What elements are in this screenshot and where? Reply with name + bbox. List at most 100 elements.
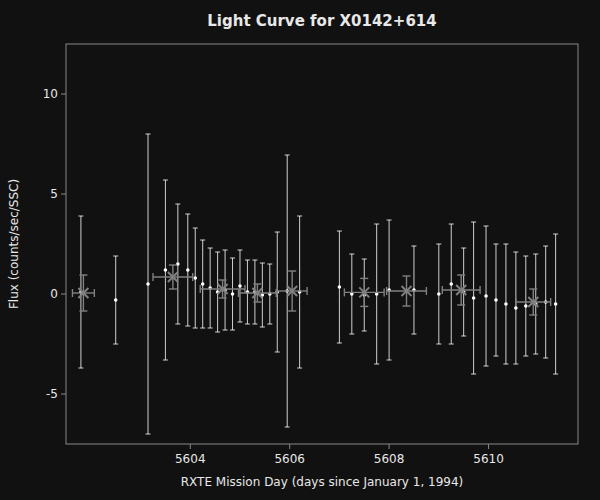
y-tick-label: -5 (46, 387, 58, 401)
x-error-bar (153, 273, 193, 281)
y-error-cap (337, 343, 342, 344)
y-error-cap (215, 332, 220, 333)
y-error-cap (362, 259, 367, 260)
point (186, 268, 190, 272)
y-error-cap (374, 364, 379, 365)
y-error-cap (436, 344, 441, 345)
y-error-cap (252, 260, 257, 261)
x-tick (289, 444, 290, 449)
point-x (528, 297, 538, 307)
point-x (287, 286, 297, 296)
y-error-cap (223, 330, 228, 331)
y-error-bar (185, 214, 190, 326)
y-error-cap (146, 134, 151, 135)
series-0 (78, 134, 558, 434)
x-error-bar (238, 289, 276, 297)
y-error-bar (503, 244, 508, 364)
y-error-cap (79, 310, 87, 311)
y-error-bar (493, 244, 498, 356)
y-error-cap (253, 301, 261, 302)
y-error-cap (471, 222, 476, 223)
y-error-cap (457, 304, 465, 305)
y-error-cap (78, 216, 83, 217)
point (338, 285, 342, 289)
y-error-cap (285, 155, 290, 156)
y-error-bar (449, 224, 454, 344)
y-error-bar (146, 134, 151, 434)
point (231, 292, 235, 296)
y-error-cap (288, 270, 296, 271)
x-error-cap (238, 289, 239, 297)
y-error-cap (449, 344, 454, 345)
y-error-cap (543, 246, 548, 247)
point (201, 282, 205, 286)
y-error-cap (403, 275, 411, 276)
point (164, 268, 168, 272)
y-error-cap (403, 305, 411, 306)
y-tick-label: 10 (43, 87, 58, 101)
x-tick-label: 5606 (274, 452, 305, 466)
y-error-cap (163, 360, 168, 361)
x-error-cap (344, 288, 345, 296)
y-error-cap (208, 328, 213, 329)
y-error-cap (297, 368, 302, 369)
y-error-bar (113, 256, 118, 344)
y-error-cap (230, 258, 235, 259)
point (449, 282, 453, 286)
chart: 5604560656085610-50510Light Curve for X0… (0, 0, 600, 500)
y-error-cap (387, 360, 392, 361)
x-error-cap (244, 285, 245, 293)
point (554, 302, 558, 306)
y-error-cap (252, 324, 257, 325)
y-error-cap (533, 254, 538, 255)
y-error-cap (461, 336, 466, 337)
y-error-cap (185, 214, 190, 215)
y-error-cap (288, 310, 296, 311)
x-axis-label: RXTE Mission Day (days since January 1, … (181, 475, 463, 489)
y-error-bar (387, 220, 392, 360)
y-error-cap (387, 220, 392, 221)
y-error-cap (237, 250, 242, 251)
y-error-bar (411, 246, 416, 334)
y-tick-label: 5 (50, 187, 58, 201)
y-error-cap (223, 250, 228, 251)
x-error-bar (72, 289, 94, 297)
y-error-cap (237, 322, 242, 323)
y-error-line (364, 259, 365, 331)
y-error-cap (260, 327, 265, 328)
y-tick (61, 94, 66, 95)
y-tick (61, 394, 66, 395)
y-error-cap (169, 264, 177, 265)
x-error-cap (479, 286, 480, 294)
x-error-cap (386, 287, 387, 295)
x-error-bar (442, 286, 480, 294)
y-error-cap (275, 352, 280, 353)
x-error-bar (516, 298, 551, 306)
y-error-cap (175, 324, 180, 325)
y-error-cap (337, 231, 342, 232)
y-error-cap (175, 204, 180, 205)
y-tick-label: 0 (50, 287, 58, 301)
point (193, 276, 197, 280)
y-error-cap (297, 216, 302, 217)
y-error-cap (245, 260, 250, 261)
y-error-cap (349, 254, 354, 255)
y-error-bar (471, 222, 476, 374)
y-error-bar (349, 254, 354, 334)
y-error-cap (553, 374, 558, 375)
y-error-cap (411, 246, 416, 247)
y-error-cap (523, 356, 528, 357)
y-error-cap (185, 326, 190, 327)
y-error-cap (523, 256, 528, 257)
y-error-cap (513, 364, 518, 365)
y-error-cap (275, 232, 280, 233)
y-error-cap (471, 374, 476, 375)
y-error-bar (175, 204, 180, 324)
x-tick (389, 444, 390, 449)
x-error-cap (550, 298, 551, 306)
point (504, 302, 508, 306)
y-error-cap (374, 224, 379, 225)
y-error-cap (484, 226, 489, 227)
y-error-bar (436, 244, 441, 344)
y-error-bar (297, 216, 302, 368)
